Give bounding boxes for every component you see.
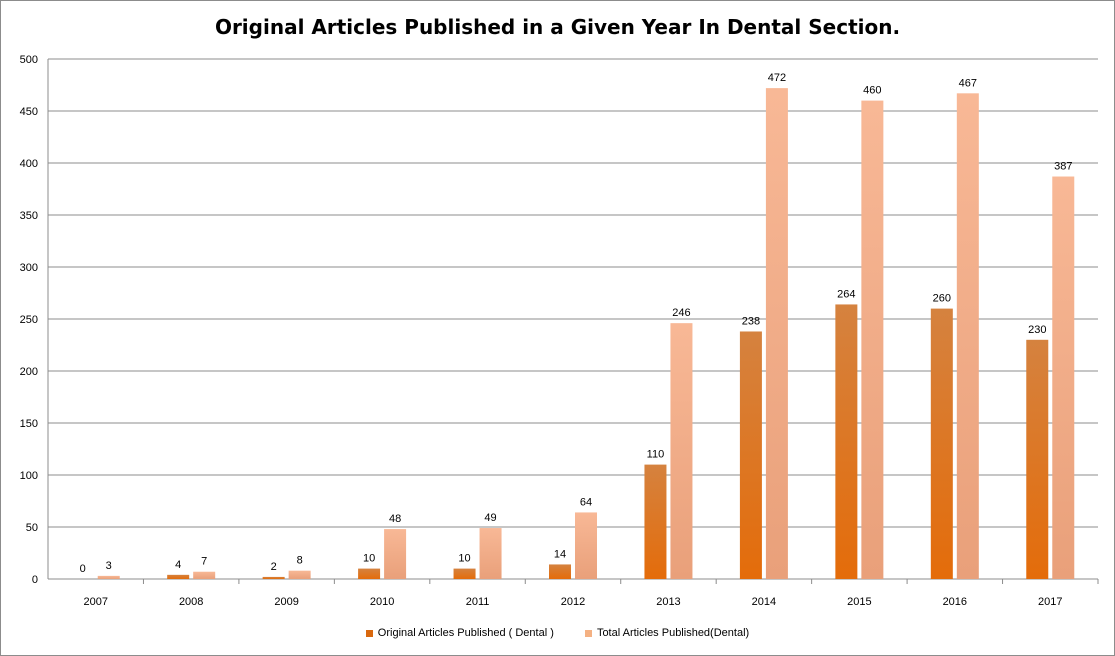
chart-title: Original Articles Published in a Given Y… — [214, 15, 901, 39]
x-tick-label-2010: 2010 — [370, 596, 394, 608]
data-label-original-2013: 110 — [647, 449, 665, 461]
data-label-total-2014: 472 — [768, 72, 786, 84]
x-tick-label-2008: 2008 — [179, 596, 203, 608]
y-tick-label-250: 250 — [20, 314, 38, 326]
legend: Original Articles Published ( Dental ) T… — [1, 627, 1114, 639]
y-tick-label-150: 150 — [20, 418, 38, 430]
bar-original-2013 — [644, 464, 667, 579]
plot-area: 0 50 100 150 200 250 300 350 400 450 500 2007 0 3 2008… — [20, 54, 1099, 608]
bar-total-2016 — [956, 93, 979, 579]
bar-total-2007 — [97, 575, 120, 579]
bar-original-2017 — [1026, 339, 1049, 579]
x-tick-label-2007: 2007 — [83, 596, 107, 608]
y-tick-label-500: 500 — [20, 54, 38, 66]
x-tick-label-2016: 2016 — [943, 596, 967, 608]
data-label-original-2007: 0 — [80, 563, 86, 575]
bar-total-2012 — [575, 512, 597, 579]
data-label-original-2008: 4 — [175, 559, 181, 571]
data-label-total-2012: 64 — [580, 496, 592, 508]
data-label-total-2011: 49 — [484, 512, 496, 524]
legend-label-original: Original Articles Published ( Dental ) — [377, 627, 554, 639]
data-label-original-2009: 2 — [271, 561, 277, 573]
legend-item-total: Total Articles Published(Dental) — [584, 627, 750, 639]
bar-original-2015 — [835, 304, 858, 579]
data-label-original-2017: 230 — [1028, 324, 1046, 336]
bar-total-2009 — [288, 570, 311, 579]
data-label-total-2007: 3 — [106, 560, 112, 572]
data-label-total-2008: 7 — [201, 556, 207, 568]
x-tick-label-2017: 2017 — [1038, 596, 1062, 608]
data-label-original-2010: 10 — [363, 553, 375, 565]
bar-total-2017 — [1052, 176, 1075, 579]
y-tick-label-0: 0 — [32, 574, 38, 586]
bar-original-2011 — [453, 568, 476, 579]
x-tick-label-2012: 2012 — [561, 596, 585, 608]
x-tick-label-2009: 2009 — [274, 596, 298, 608]
bar-original-2008 — [167, 574, 190, 579]
bar-total-2008 — [193, 571, 216, 579]
data-label-total-2016: 467 — [959, 77, 977, 89]
y-tick-label-300: 300 — [20, 262, 38, 274]
data-label-total-2010: 48 — [389, 513, 401, 525]
y-tick-label-50: 50 — [26, 522, 38, 534]
bar-total-2011 — [479, 528, 502, 579]
legend-swatch-total — [584, 629, 592, 637]
bar-original-2016 — [930, 308, 953, 579]
legend-label-total: Total Articles Published(Dental) — [596, 627, 750, 639]
data-label-original-2016: 260 — [933, 293, 951, 305]
data-label-total-2013: 246 — [672, 307, 690, 319]
data-label-original-2012: 14 — [554, 548, 566, 560]
data-label-total-2015: 460 — [863, 85, 881, 97]
legend-swatch-original — [365, 629, 373, 637]
bar-original-2014 — [739, 331, 762, 579]
data-label-original-2011: 10 — [458, 553, 470, 565]
data-label-total-2017: 387 — [1054, 161, 1072, 173]
data-label-total-2009: 8 — [297, 555, 303, 567]
y-tick-label-200: 200 — [20, 366, 38, 378]
bar-original-2012 — [549, 564, 571, 579]
x-tick-label-2011: 2011 — [466, 596, 490, 608]
y-tick-label-400: 400 — [20, 158, 38, 170]
y-tick-label-350: 350 — [20, 210, 38, 222]
data-label-original-2014: 238 — [742, 315, 760, 327]
bar-original-2009 — [262, 576, 285, 579]
bar-original-2010 — [358, 568, 381, 579]
data-label-original-2015: 264 — [837, 288, 855, 300]
x-tick-label-2013: 2013 — [656, 596, 680, 608]
bar-total-2015 — [861, 100, 884, 579]
y-tick-label-100: 100 — [20, 470, 38, 482]
bar-total-2010 — [384, 529, 407, 579]
x-tick-label-2015: 2015 — [847, 596, 871, 608]
bar-total-2014 — [765, 88, 788, 580]
x-tick-label-2014: 2014 — [752, 596, 776, 608]
bar-total-2013 — [670, 323, 693, 579]
y-tick-label-450: 450 — [20, 106, 38, 118]
legend-item-original: Original Articles Published ( Dental ) — [365, 627, 554, 639]
